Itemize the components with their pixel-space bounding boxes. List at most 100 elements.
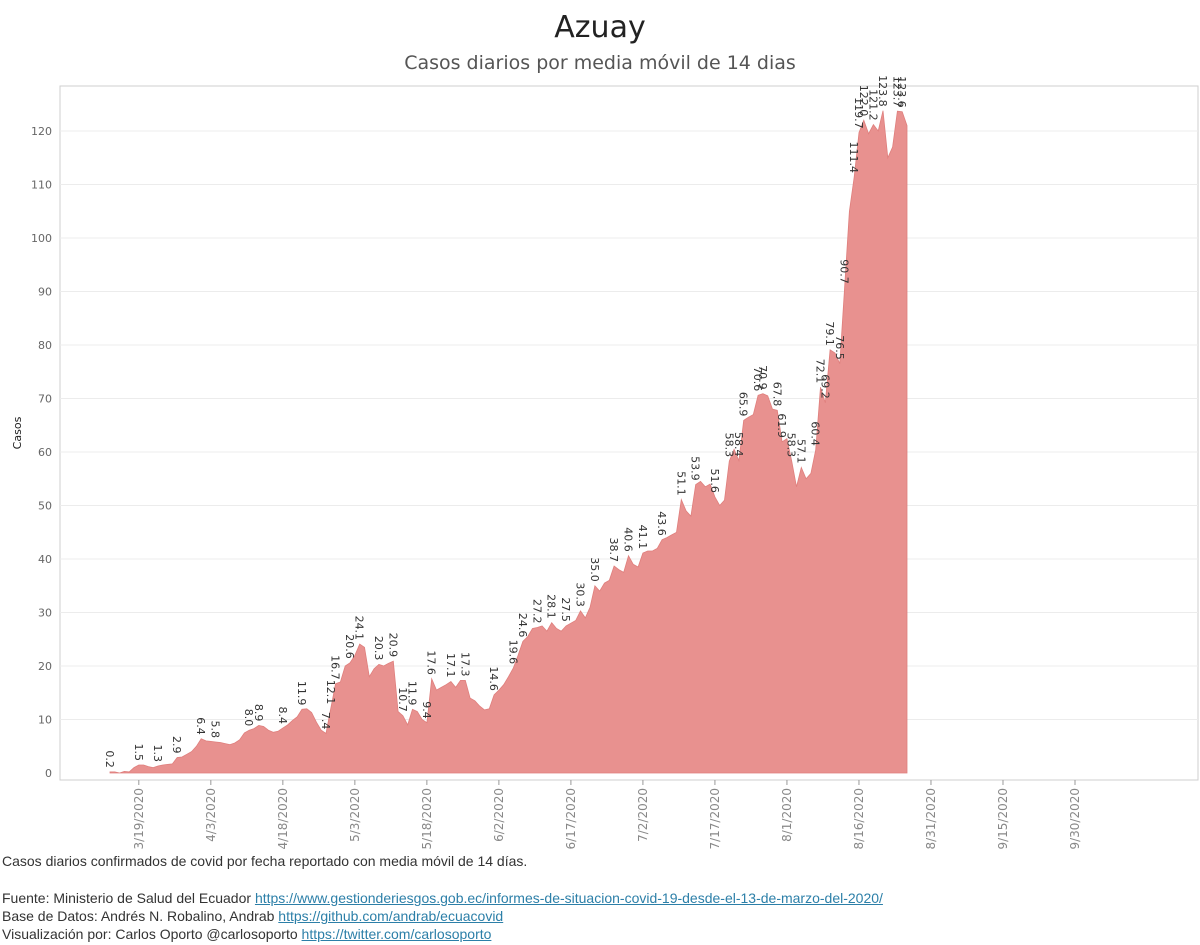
y-tick-label: 60 [38,446,52,459]
y-tick-label: 40 [38,553,52,566]
data-label: 72.1 [814,359,827,384]
data-label: 111.4 [847,142,860,174]
data-label: 123.8 [876,75,889,107]
x-tick-label: 8/1/2020 [780,788,794,842]
x-tick-label: 4/18/2020 [276,788,290,850]
x-tick-label: 6/2/2020 [492,788,506,842]
y-axis-title: Casos [11,416,24,449]
data-label: 27.2 [530,599,543,624]
x-tick-label: 9/30/2020 [1068,788,1082,850]
x-tick-label: 3/19/2020 [132,788,146,850]
visualization-link[interactable]: https://twitter.com/carlosoporto [301,926,492,942]
data-label: 79.1 [823,321,836,346]
data-label: 58.3 [722,433,735,458]
y-tick-label: 110 [31,179,52,192]
data-label: 14.6 [487,666,500,691]
data-label: 30.3 [573,582,586,607]
y-tick-label: 70 [38,393,52,406]
x-tick-label: 8/31/2020 [924,788,938,850]
data-label: 51.1 [674,471,687,496]
chart-subtitle: Casos diarios por media móvil de 14 dias [404,52,796,74]
data-label: 11.9 [295,681,308,706]
data-label: 20.9 [386,633,399,658]
data-label: 12.1 [324,680,337,705]
data-label: 51.6 [708,468,721,493]
data-label: 20.6 [343,634,356,659]
y-tick-label: 120 [31,125,52,138]
data-label: 70.6 [751,367,764,392]
data-label: 8.4 [276,707,289,725]
data-label: 35.0 [588,557,601,582]
data-label: 58.3 [785,433,798,458]
data-label: 38.7 [607,537,620,562]
x-tick-label: 5/18/2020 [420,788,434,850]
data-label: 70.9 [756,365,769,390]
data-label: 53.9 [689,456,702,481]
data-label: 5.8 [209,720,222,738]
database-link[interactable]: https://github.com/andrab/ecuacovid [278,908,504,924]
data-label: 10.7 [396,687,409,712]
data-label: 6.4 [194,717,207,735]
data-label: 41.1 [636,525,649,550]
database-label: Base de Datos: Andrés N. Robalino, Andra… [2,908,275,924]
data-label: 60.4 [809,421,822,446]
y-tick-label: 20 [38,660,52,673]
source-link[interactable]: https://www.gestionderiesgos.gob.ec/info… [254,890,883,906]
data-label: 1.5 [132,743,145,761]
data-label: 19.6 [506,640,519,665]
data-label: 24.1 [353,616,366,641]
footer-database: Base de Datos: Andrés N. Robalino, Andra… [2,908,503,924]
footer-visualization: Visualización por: Carlos Oporto @carlos… [2,926,491,942]
data-label: 57.1 [794,439,807,464]
data-label: 123.7 [890,76,903,108]
y-tick-label: 100 [31,232,52,245]
data-label: 1.3 [151,745,164,763]
data-label: 119.7 [852,97,865,129]
data-label: 123.6 [895,76,908,108]
y-tick-label: 30 [38,607,52,620]
data-label: 121.2 [866,89,879,121]
y-tick-label: 80 [38,339,52,352]
x-tick-label: 8/16/2020 [852,788,866,850]
x-tick-label: 9/15/2020 [996,788,1010,850]
source-label: Fuente: Ministerio de Salud del Ecuador [2,890,252,906]
data-label: 8.0 [242,709,255,727]
data-label: 9.4 [420,701,433,719]
data-label: 90.7 [838,259,851,284]
chart-description: Casos diarios confirmados de covid por f… [2,853,528,869]
x-tick-label: 7/2/2020 [636,788,650,842]
y-tick-label: 10 [38,714,52,727]
y-tick-label: 50 [38,500,52,513]
y-tick-label: 0 [45,767,52,780]
data-label: 11.9 [405,681,418,706]
data-label: 65.9 [737,392,750,417]
data-label: 24.6 [516,613,529,638]
data-label: 122.0 [857,85,870,117]
data-label: 20.3 [372,636,385,661]
y-tick-label: 90 [38,286,52,299]
data-label: 2.9 [170,736,183,754]
data-label: 27.5 [559,597,572,622]
chart-title: Azuay [554,10,646,45]
data-label: 76.5 [833,335,846,360]
data-label: 17.1 [444,653,457,678]
data-label: 28.1 [545,594,558,619]
data-label: 17.3 [458,652,471,677]
data-label: 61.9 [775,413,788,438]
data-label: 58.4 [732,432,745,457]
x-tick-label: 4/3/2020 [204,788,218,842]
data-label: 16.7 [329,655,342,680]
data-label: 40.6 [622,527,635,552]
x-tick-label: 5/3/2020 [348,788,362,842]
data-label: 0.2 [103,750,116,768]
visualization-label: Visualización por: Carlos Oporto @carlos… [2,926,298,942]
data-label: 69.2 [818,374,831,399]
data-label: 7.4 [319,712,332,730]
data-label: 67.8 [770,382,783,407]
data-label: 17.6 [425,650,438,675]
data-label: 8.9 [252,704,265,722]
footer-source: Fuente: Ministerio de Salud del Ecuador … [2,890,883,906]
cases-area [109,110,908,774]
x-tick-label: 6/17/2020 [564,788,578,850]
